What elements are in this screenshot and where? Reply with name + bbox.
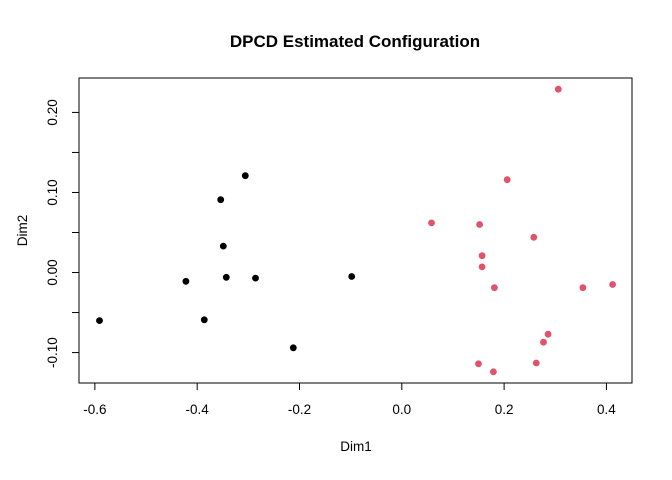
y-tick-label: 0.10	[45, 179, 60, 205]
data-point-group-1-black	[96, 317, 103, 324]
data-point-group-2-pink	[475, 360, 482, 368]
x-axis: -0.6 -0.4 -0.2 0.0 0.2 0.4	[83, 383, 616, 417]
data-point-group-2-pink	[478, 263, 486, 271]
data-point-group-2-pink	[530, 233, 538, 241]
data-point-group-2-pink	[544, 330, 552, 338]
data-point-group-2-pink	[478, 252, 486, 260]
x-tick-label: 0.2	[495, 402, 514, 417]
y-tick-label: -0.10	[45, 337, 60, 368]
data-point-group-1-black	[348, 273, 356, 280]
data-point-group-1-black	[182, 277, 190, 285]
y-axis: -0.10 0.00 0.10 0.20	[45, 99, 79, 368]
data-point-group-2-pink	[476, 221, 483, 228]
data-point-group-1-black	[222, 273, 230, 281]
data-point-group-2-pink	[532, 359, 540, 367]
x-tick-label: -0.2	[288, 402, 311, 417]
data-point-group-2-pink	[540, 338, 547, 346]
chart-title: DPCD Estimated Configuration	[230, 32, 480, 51]
y-axis-label: Dim2	[15, 215, 30, 247]
data-point-group-1-black	[217, 196, 225, 204]
plot-box	[78, 77, 633, 384]
y-tick-label: 0.00	[45, 259, 60, 285]
data-point-group-2-pink	[490, 368, 497, 376]
x-tick-label: 0.0	[392, 402, 411, 417]
data-point-group-1-black	[200, 316, 208, 324]
data-point-group-1-black	[241, 172, 249, 180]
data-point-group-1-black	[219, 242, 227, 250]
data-point-group-2-pink	[579, 284, 587, 292]
data-point-group-2-pink	[491, 284, 498, 292]
y-tick-label: 0.20	[45, 99, 60, 125]
x-tick-label: -0.6	[83, 402, 106, 417]
data-point-group-1-black	[252, 274, 259, 282]
data-points	[96, 85, 616, 376]
x-axis-label: Dim1	[340, 439, 372, 454]
data-point-group-2-pink	[554, 85, 562, 93]
data-point-group-2-pink	[503, 176, 511, 184]
data-point-group-1-black	[289, 344, 297, 352]
x-tick-label: -0.4	[186, 402, 210, 417]
x-tick-label: 0.4	[597, 402, 616, 417]
data-point-group-2-pink	[428, 219, 435, 227]
data-point-group-2-pink	[609, 281, 616, 288]
